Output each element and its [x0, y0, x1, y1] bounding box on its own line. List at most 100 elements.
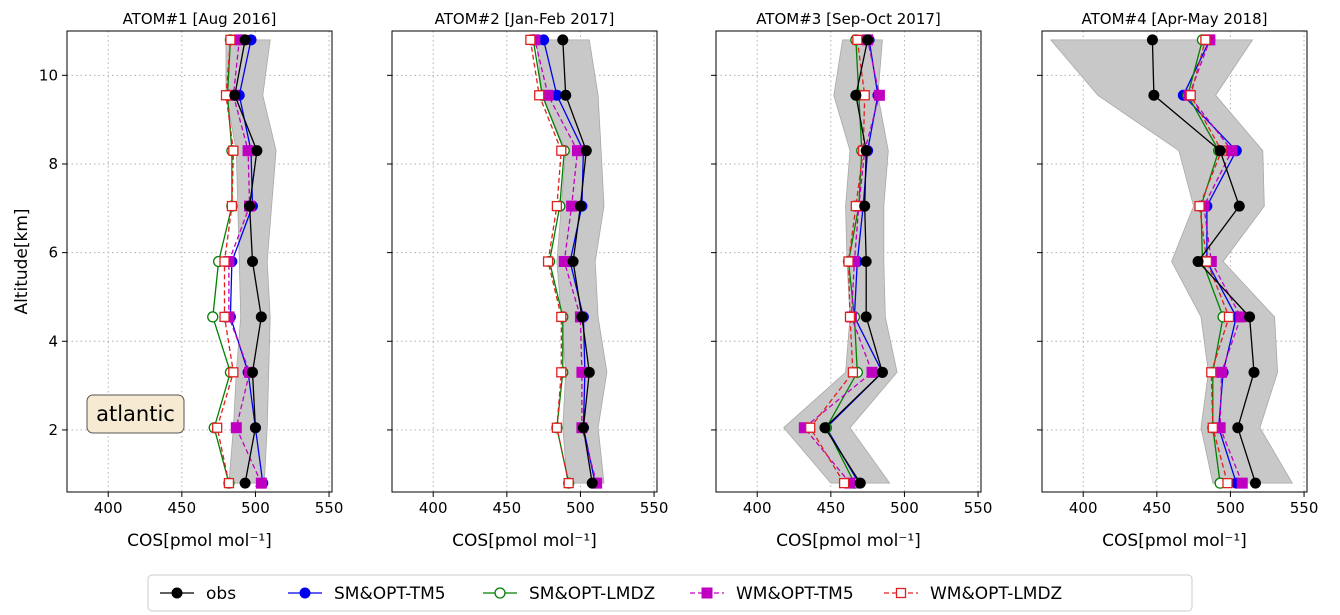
data-point-obs	[850, 89, 862, 101]
x-tick-label: 550	[315, 499, 344, 517]
legend-marker	[701, 587, 713, 599]
data-point-obs	[239, 34, 251, 46]
y-axis-label: Altitude[km]	[12, 208, 32, 314]
region-badge-label: atlantic	[96, 402, 175, 426]
data-point-sm-opt-lmdz	[207, 311, 219, 323]
data-point-obs	[1146, 34, 1158, 46]
data-point-obs	[1192, 256, 1204, 267]
data-point-wm-opt-lmdz	[1206, 367, 1217, 378]
x-tick-label: 500	[890, 499, 919, 517]
x-axis-label: COS[pmol mol⁻¹]	[776, 531, 921, 551]
legend-entry-wm-opt-tm5: WM&OPT-TM5	[690, 584, 854, 604]
data-point-wm-opt-lmdz	[556, 145, 567, 156]
data-point-obs	[876, 366, 888, 378]
data-point-wm-opt-tm5	[1226, 145, 1238, 157]
data-point-obs	[854, 477, 866, 489]
data-point-wm-opt-lmdz	[1222, 477, 1233, 489]
legend-label: SM&OPT-TM5	[334, 584, 446, 604]
data-point-obs	[249, 422, 261, 434]
series-wm-opt-lmdz	[212, 34, 239, 489]
data-point-obs	[586, 477, 598, 489]
data-point-wm-opt-lmdz	[844, 311, 856, 323]
data-point-wm-opt-lmdz	[525, 34, 536, 46]
legend-label: WM&OPT-LMDZ	[930, 584, 1062, 604]
data-point-obs	[583, 366, 595, 378]
legend-marker	[299, 587, 311, 599]
data-point-wm-opt-lmdz	[1207, 422, 1218, 433]
data-point-obs	[557, 34, 569, 46]
y-tick-label: 2	[48, 421, 58, 439]
data-point-wm-opt-lmdz	[219, 256, 230, 267]
data-point-wm-opt-lmdz	[228, 367, 239, 378]
plot-frame	[1041, 30, 1308, 493]
series-line-wm-opt-lmdz	[809, 39, 866, 484]
data-point-wm-opt-lmdz	[551, 200, 563, 212]
data-point-obs	[244, 200, 256, 212]
data-point-wm-opt-lmdz	[542, 256, 554, 267]
data-point-obs	[860, 145, 872, 157]
data-point-wm-opt-lmdz	[847, 367, 859, 378]
legend: obs SM&OPT-TM5 SM&OPT-LMDZ WM&OPT-TM5 WM&OPT…	[147, 574, 1193, 612]
data-point-obs	[560, 89, 572, 101]
data-point-obs	[1248, 366, 1260, 378]
series-obs	[229, 34, 267, 489]
data-point-wm-opt-lmdz	[805, 422, 816, 433]
data-point-wm-opt-lmdz	[1185, 90, 1196, 101]
data-point-wm-opt-lmdz	[850, 200, 862, 212]
y-tick-label: 8	[48, 155, 58, 173]
data-point-obs	[229, 89, 241, 101]
data-point-obs	[1244, 311, 1256, 323]
chart-panel-2: 400 450 500 550 ATOM#2 [Jan-Feb 2017] COS[pmo…	[387, 10, 668, 551]
series-line-wm-opt-lmdz	[1190, 39, 1230, 484]
legend-entry-wm-opt-lmdz: WM&OPT-LMDZ	[884, 584, 1062, 604]
legend-box	[147, 574, 1193, 612]
series-wm-opt-lmdz	[525, 34, 574, 489]
data-point-obs	[239, 477, 251, 489]
panel-title: ATOM#1 [Aug 2016]	[123, 10, 277, 28]
data-point-obs	[1214, 145, 1226, 157]
panel-title: ATOM#4 [Apr-May 2018]	[1082, 10, 1268, 28]
legend-entry-sm-opt-tm5: SM&OPT-TM5	[288, 584, 446, 604]
uncertainty-band	[783, 39, 898, 484]
x-tick-label: 550	[1290, 499, 1319, 517]
legend-label: obs	[206, 584, 236, 604]
x-tick-label: 450	[1143, 499, 1172, 517]
data-point-wm-opt-tm5	[866, 366, 878, 378]
chart-panel-3: 400 450 500 550 ATOM#3 [Sep-Oct 2017] COS[pmo…	[711, 10, 992, 551]
region-badge: atlantic	[86, 394, 185, 434]
y-tick-label: 10	[39, 66, 58, 84]
data-point-wm-opt-lmdz	[1194, 200, 1205, 212]
chart-panel-4: 400 450 500 550 ATOM#4 [Apr-May 2018] COS[pmo…	[1037, 10, 1318, 551]
data-point-obs	[247, 256, 258, 267]
y-tick-label: 4	[48, 332, 58, 350]
legend-label: WM&OPT-TM5	[736, 584, 854, 604]
x-tick-label: 550	[964, 499, 993, 517]
data-point-wm-opt-lmdz	[556, 311, 567, 323]
x-axis-label: COS[pmol mol⁻¹]	[1102, 531, 1247, 551]
legend-entry-obs: obs	[160, 584, 236, 604]
data-point-obs	[1249, 477, 1261, 489]
data-point-wm-opt-lmdz	[1201, 256, 1213, 267]
data-point-wm-opt-lmdz	[563, 477, 574, 489]
data-point-wm-opt-lmdz	[838, 477, 850, 489]
data-point-wm-opt-lmdz	[219, 311, 230, 323]
x-tick-label: 450	[493, 499, 522, 517]
chart-panel-1: 400 450 500 550 2 4 6 8 10 ATOM#1 [Aug 2016] COS[p…	[12, 10, 343, 551]
data-point-wm-opt-tm5	[542, 89, 554, 101]
series-obs	[1146, 34, 1261, 489]
x-tick-label: 500	[1216, 499, 1245, 517]
data-point-wm-opt-lmdz	[225, 34, 236, 46]
data-point-wm-opt-lmdz	[843, 256, 854, 267]
data-point-wm-opt-lmdz	[212, 422, 223, 433]
x-tick-label: 550	[640, 499, 669, 517]
region-badge-box	[86, 394, 185, 434]
data-point-obs	[1233, 200, 1245, 212]
x-tick-label: 450	[168, 499, 197, 517]
x-tick-label: 400	[419, 499, 448, 517]
data-point-obs	[1148, 89, 1160, 101]
plot-frame	[66, 30, 333, 493]
data-point-obs	[574, 200, 586, 212]
x-axis-label: COS[pmol mol⁻¹]	[127, 531, 272, 551]
data-point-wm-opt-lmdz	[226, 200, 238, 212]
